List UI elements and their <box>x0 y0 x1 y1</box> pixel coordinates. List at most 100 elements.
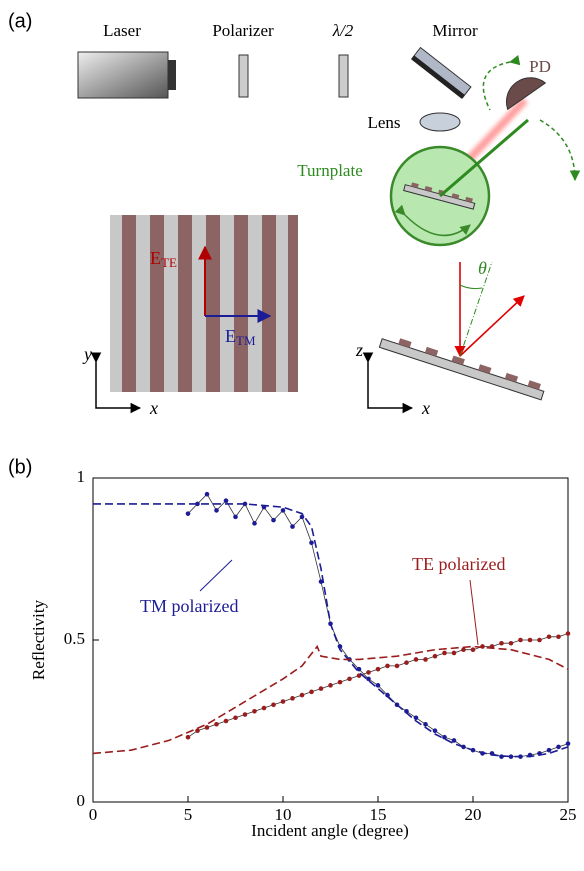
y-tick-label: 1 <box>77 467 86 486</box>
tm-annotation: TM polarized <box>140 596 238 616</box>
mirror-label: Mirror <box>432 21 478 40</box>
measured-point <box>309 540 314 546</box>
e-tm-sub: TM <box>236 333 256 348</box>
measured-point <box>470 647 476 653</box>
measured-point <box>366 670 371 675</box>
e-tm-main: E <box>225 326 236 346</box>
x-tick-label: 0 <box>89 805 98 824</box>
measured-point <box>394 663 400 669</box>
axis-x-label: x <box>421 398 430 418</box>
arm <box>439 118 529 198</box>
measured-point <box>375 666 381 672</box>
measured-point <box>432 653 438 659</box>
y-axis-label: Reflectivity <box>29 599 48 680</box>
measured-point <box>223 498 229 503</box>
theta-label: θ <box>478 258 487 278</box>
theory-curve <box>93 503 569 758</box>
y-tick-label: 0 <box>77 791 86 810</box>
panel-label: (a) <box>8 10 32 32</box>
measured-point <box>451 650 457 656</box>
e-te-sub: TE <box>161 255 177 270</box>
measured-point <box>556 744 561 750</box>
angle-arc <box>459 284 483 290</box>
measured-point <box>318 579 324 584</box>
measured-point <box>223 718 229 724</box>
measured-point <box>214 721 219 727</box>
measured-point <box>546 747 552 753</box>
x-axis-label: Incident angle (degree) <box>251 821 409 840</box>
measured-point <box>290 524 295 529</box>
tilted-sample <box>378 338 545 401</box>
half-wave-plate <box>338 54 349 98</box>
rotation-arrow <box>394 204 471 237</box>
measured-point <box>546 634 552 640</box>
axes-xy <box>90 352 142 414</box>
measured-point <box>413 657 419 662</box>
measured-point <box>185 734 191 740</box>
arc-arrow <box>482 54 521 111</box>
x-tick-label: 10 <box>275 805 292 824</box>
lens-label: Lens <box>367 113 400 132</box>
measured-point <box>366 676 371 682</box>
pd-label: PD <box>529 57 551 76</box>
reflected-ray <box>459 295 525 357</box>
x-tick-label: 5 <box>184 805 193 824</box>
measured-point <box>337 679 343 685</box>
e-tm-label: ETM <box>225 326 256 348</box>
axis-y-label: y <box>82 344 92 364</box>
measured-point <box>527 637 533 643</box>
laser-aperture <box>168 60 176 90</box>
axes-xz <box>362 352 414 414</box>
te-annotation: TE polarized <box>412 554 505 574</box>
axis-x-label: x <box>149 398 158 418</box>
measured-point <box>290 696 295 701</box>
measured-point <box>442 650 447 656</box>
measured-point <box>423 721 428 727</box>
x-tick-label: 20 <box>465 805 482 824</box>
lens <box>419 112 461 132</box>
measured-point <box>271 517 276 523</box>
measured-point <box>280 508 286 513</box>
laser-label: Laser <box>103 21 141 40</box>
tm-leader <box>199 559 233 592</box>
measured-point <box>252 708 257 714</box>
normal <box>459 261 493 357</box>
measured-point <box>309 689 314 695</box>
measured-point <box>261 705 267 711</box>
measured-point <box>280 699 286 704</box>
x-tick-label: 15 <box>370 805 387 824</box>
measured-point <box>375 683 381 688</box>
measured-point <box>556 634 561 640</box>
photodiode <box>505 77 547 111</box>
measured-point <box>451 738 457 743</box>
measured-point <box>195 728 200 734</box>
measured-point <box>508 640 514 646</box>
e-te-main: E <box>150 248 161 268</box>
measured-point <box>565 631 571 636</box>
x-tick-label: 25 <box>560 805 577 824</box>
measured-point <box>404 660 409 665</box>
measured-point <box>299 514 305 520</box>
polarizer <box>238 54 249 98</box>
setup-diagram: (a) Laser Polarizer λ/2 Mirror PD Lens T… <box>8 10 581 418</box>
measured-point <box>233 514 238 520</box>
measured-point <box>271 702 276 708</box>
arc-arrow <box>539 119 581 182</box>
measured-point <box>242 712 248 717</box>
measured-point <box>565 741 571 746</box>
measured-point <box>356 666 362 672</box>
measured-point <box>195 501 200 507</box>
measured-point <box>185 511 191 516</box>
measured-point <box>442 734 447 740</box>
te-leader <box>469 579 479 646</box>
laser <box>77 51 169 99</box>
measured-line <box>187 493 569 757</box>
panel-label: (b) <box>8 456 32 478</box>
measured-point <box>508 754 514 759</box>
measured-point <box>385 692 390 698</box>
mirror <box>411 46 472 99</box>
measured-point <box>404 708 409 714</box>
measured-point <box>214 508 219 513</box>
measured-point <box>347 676 352 682</box>
measured-point <box>356 673 362 678</box>
